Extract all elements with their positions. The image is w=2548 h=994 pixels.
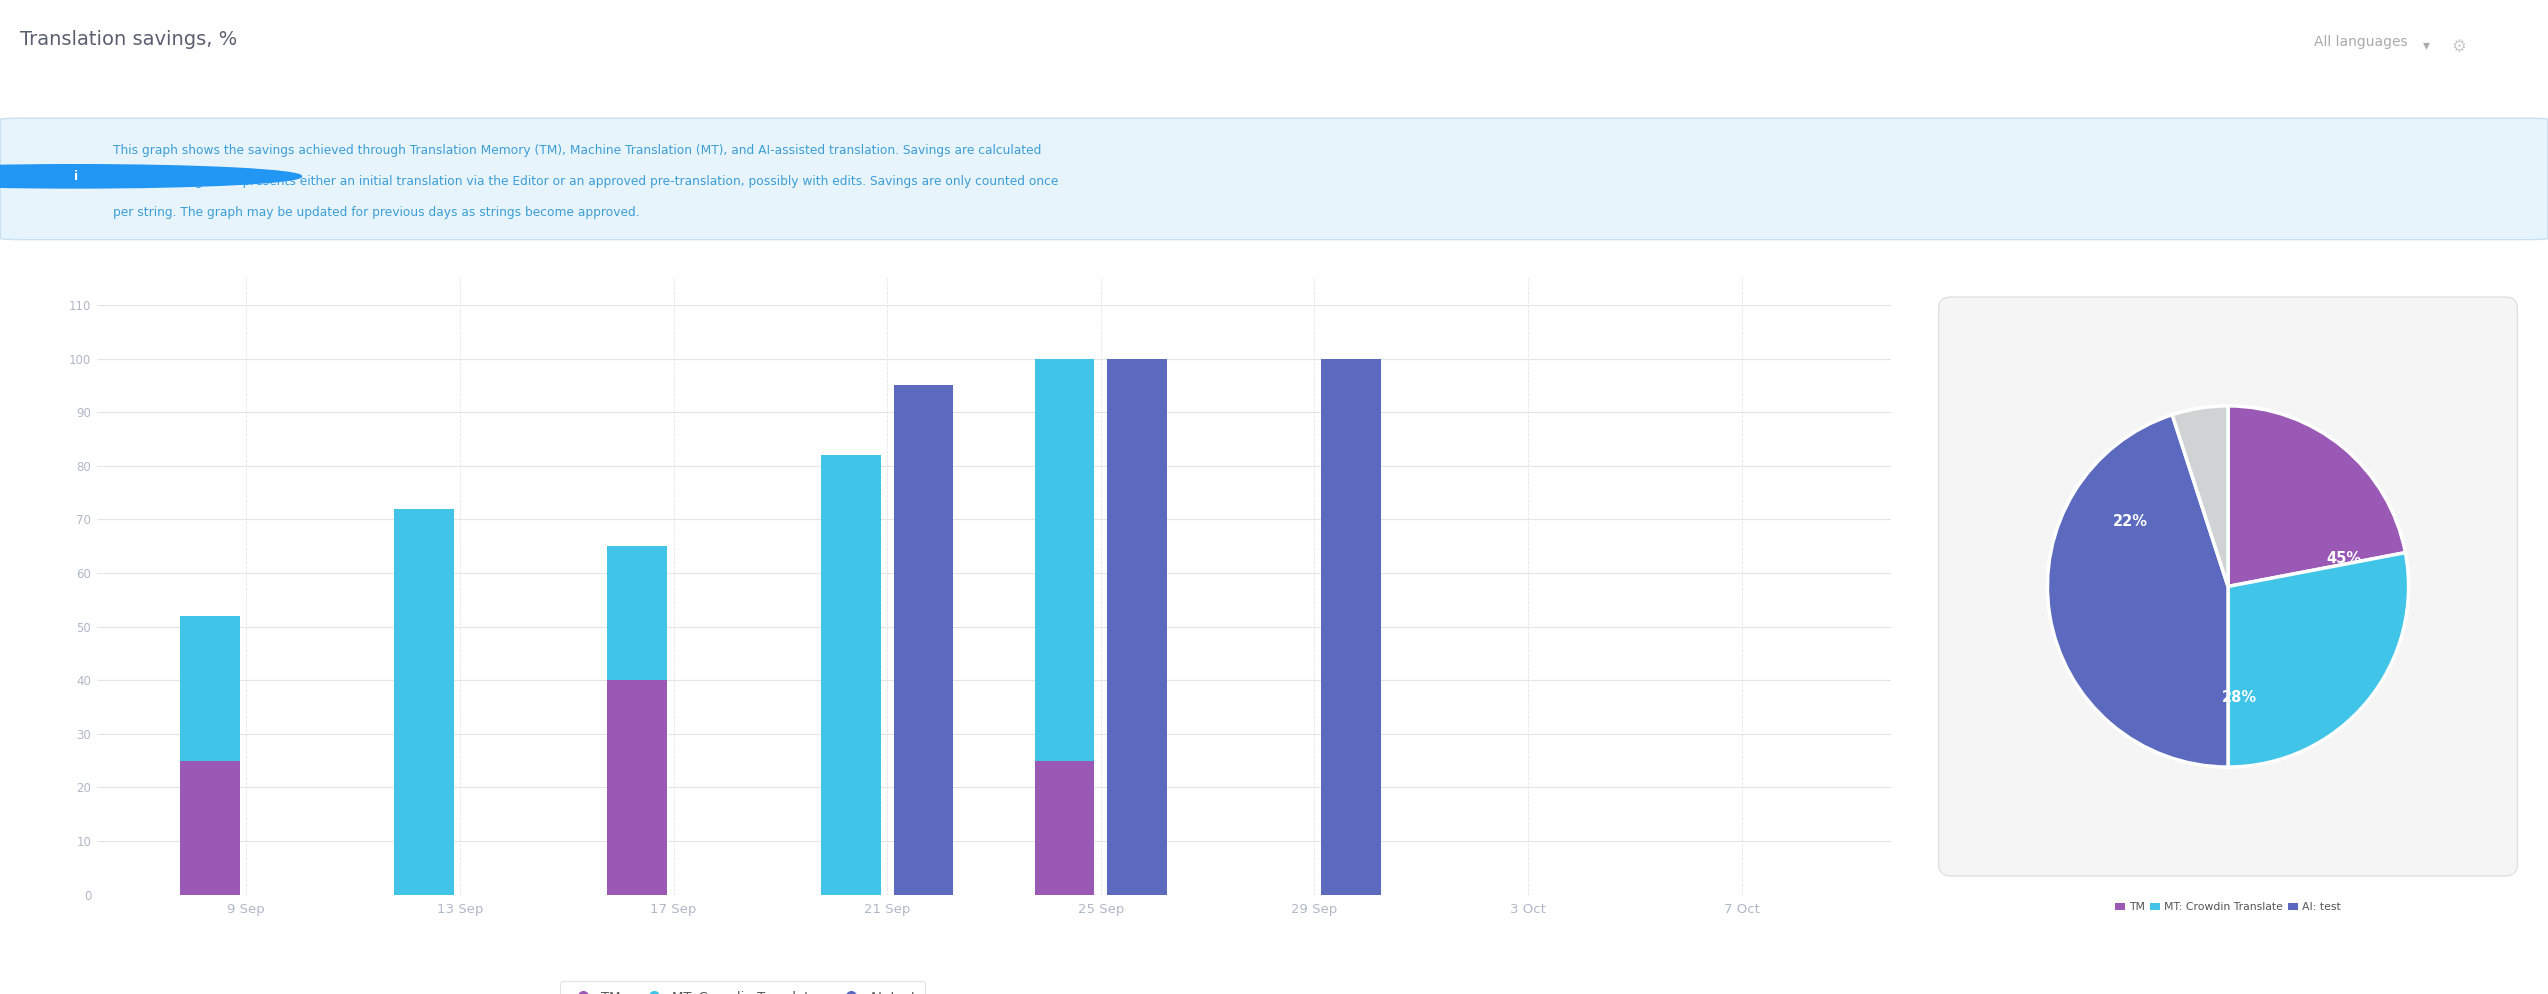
Text: ▾: ▾ <box>2423 38 2431 52</box>
Wedge shape <box>2227 406 2405 586</box>
Legend: TM, MT: Crowdin Translate, AI: test: TM, MT: Crowdin Translate, AI: test <box>2112 899 2344 916</box>
FancyBboxPatch shape <box>1939 297 2517 876</box>
Text: This graph shows the savings achieved through Translation Memory (TM), Machine T: This graph shows the savings achieved th… <box>112 144 1042 157</box>
Wedge shape <box>2173 406 2227 586</box>
Text: 45%: 45% <box>2326 552 2362 567</box>
Circle shape <box>0 165 301 188</box>
FancyBboxPatch shape <box>0 118 2548 240</box>
Text: ⚙: ⚙ <box>2451 38 2466 56</box>
Bar <box>820 455 882 895</box>
Bar <box>606 680 668 895</box>
Bar <box>606 547 668 680</box>
Text: All languages: All languages <box>2314 35 2408 49</box>
Bar <box>894 386 953 895</box>
Bar <box>1034 359 1096 760</box>
Text: 28%: 28% <box>2222 690 2258 705</box>
Text: for each string if it represents either an initial translation via the Editor or: for each string if it represents either … <box>112 175 1057 188</box>
Bar <box>1320 359 1381 895</box>
Text: 22%: 22% <box>2112 514 2148 529</box>
Bar <box>395 509 454 895</box>
Text: i: i <box>74 170 76 183</box>
Text: Translation savings, %: Translation savings, % <box>20 30 237 49</box>
Bar <box>181 760 240 895</box>
Bar <box>1108 359 1167 895</box>
Bar <box>181 616 240 760</box>
Wedge shape <box>2227 553 2408 767</box>
Bar <box>1034 760 1096 895</box>
Text: per string. The graph may be updated for previous days as strings become approve: per string. The graph may be updated for… <box>112 206 640 219</box>
Legend: TM, MT: Crowdin Translate, AI: test: TM, MT: Crowdin Translate, AI: test <box>561 981 925 994</box>
Wedge shape <box>2049 414 2227 767</box>
